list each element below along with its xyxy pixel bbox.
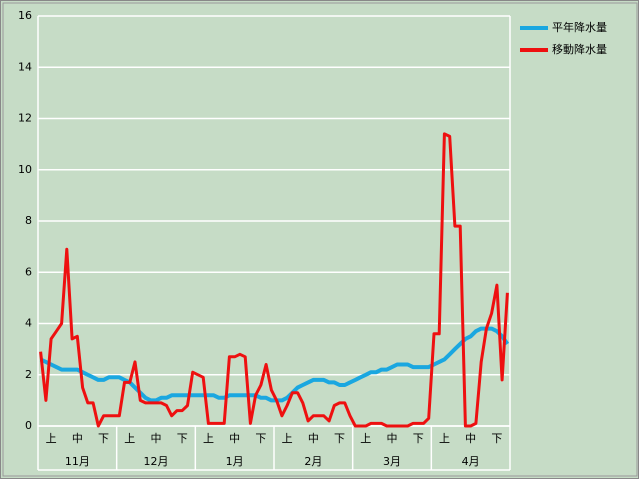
group-label: 2月 [304, 455, 322, 468]
x-tick-label: 上 [282, 432, 293, 445]
y-tick-label: 14 [18, 60, 32, 73]
x-tick-label: 下 [177, 432, 188, 445]
x-tick-label: 下 [255, 432, 266, 445]
y-tick-label: 16 [18, 9, 32, 22]
y-tick-label: 0 [25, 419, 32, 432]
group-label: 1月 [226, 455, 244, 468]
legend-label: 平年降水量 [552, 20, 607, 34]
y-tick-label: 12 [18, 112, 32, 125]
y-tick-label: 10 [18, 163, 32, 176]
x-tick-label: 上 [203, 432, 214, 445]
x-tick-label: 上 [360, 432, 371, 445]
x-tick-label: 上 [124, 432, 135, 445]
x-tick-label: 中 [72, 432, 83, 445]
x-tick-label: 中 [151, 432, 162, 445]
x-tick-label: 中 [308, 432, 319, 445]
y-tick-label: 4 [25, 317, 32, 330]
x-tick-label: 中 [229, 432, 240, 445]
x-tick-label: 上 [46, 432, 57, 445]
x-tick-label: 下 [413, 432, 424, 445]
x-tick-label: 下 [334, 432, 345, 445]
series-line [39, 132, 509, 428]
x-tick-label: 上 [439, 432, 450, 445]
group-label: 4月 [462, 455, 480, 468]
x-tick-label: 下 [491, 432, 502, 445]
y-tick-label: 8 [25, 214, 32, 227]
group-label: 3月 [383, 455, 401, 468]
series-line [39, 326, 510, 403]
group-label: 12月 [144, 455, 169, 468]
group-label: 11月 [65, 455, 90, 468]
x-tick-label: 中 [387, 432, 398, 445]
y-tick-label: 6 [25, 265, 32, 278]
y-tick-label: 2 [25, 368, 32, 381]
x-tick-label: 中 [465, 432, 476, 445]
legend-label: 移動降水量 [552, 42, 607, 56]
x-tick-label: 下 [98, 432, 109, 445]
chart-area [2, 2, 638, 477]
